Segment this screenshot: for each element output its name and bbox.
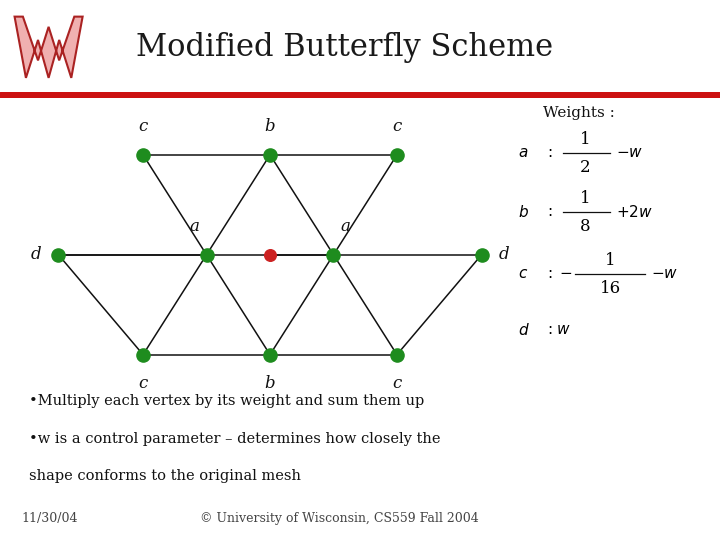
Text: $: w$: $: w$ — [544, 323, 570, 338]
Point — [391, 151, 402, 159]
Point — [476, 251, 487, 259]
Text: c: c — [392, 118, 402, 135]
Point — [138, 151, 149, 159]
Text: Modified Butterfly Scheme: Modified Butterfly Scheme — [135, 32, 553, 63]
Text: 11/30/04: 11/30/04 — [22, 512, 78, 525]
Text: 16: 16 — [600, 280, 621, 296]
Text: $- w$: $- w$ — [616, 146, 644, 160]
Text: $- w$: $- w$ — [652, 267, 678, 281]
Text: shape conforms to the original mesh: shape conforms to the original mesh — [29, 469, 301, 483]
Text: 8: 8 — [580, 218, 591, 235]
Text: Weights :: Weights : — [544, 106, 616, 120]
Point — [53, 251, 64, 259]
Text: 1: 1 — [605, 252, 616, 268]
Text: b: b — [265, 118, 275, 135]
Point — [391, 350, 402, 359]
Text: $a$: $a$ — [518, 146, 528, 160]
Text: •Multiply each vertex by its weight and sum them up: •Multiply each vertex by its weight and … — [29, 394, 424, 408]
Text: a: a — [341, 218, 350, 235]
Point — [138, 350, 149, 359]
Text: $b$: $b$ — [518, 204, 528, 220]
Text: c: c — [392, 375, 402, 392]
Text: $:$: $:$ — [544, 146, 553, 160]
Point — [264, 251, 276, 259]
Text: 1: 1 — [580, 190, 591, 207]
Text: c: c — [138, 375, 148, 392]
Text: a: a — [190, 218, 199, 235]
Text: © University of Wisconsin, CS559 Fall 2004: © University of Wisconsin, CS559 Fall 20… — [200, 512, 479, 525]
Text: d: d — [498, 246, 509, 263]
Text: $d$: $d$ — [518, 322, 530, 338]
Text: $:$: $:$ — [544, 205, 553, 219]
Text: b: b — [265, 375, 275, 392]
Text: $: -$: $: -$ — [544, 267, 572, 281]
Text: 2: 2 — [580, 159, 591, 176]
Point — [201, 251, 212, 259]
Text: 1: 1 — [580, 131, 591, 148]
Text: d: d — [31, 246, 42, 263]
Point — [264, 350, 276, 359]
Text: $+ 2w$: $+ 2w$ — [616, 204, 653, 220]
Text: $c$: $c$ — [518, 267, 528, 281]
Point — [328, 251, 339, 259]
Polygon shape — [14, 17, 83, 78]
Point — [264, 151, 276, 159]
Text: c: c — [138, 118, 148, 135]
Text: •w is a control parameter – determines how closely the: •w is a control parameter – determines h… — [29, 432, 441, 446]
